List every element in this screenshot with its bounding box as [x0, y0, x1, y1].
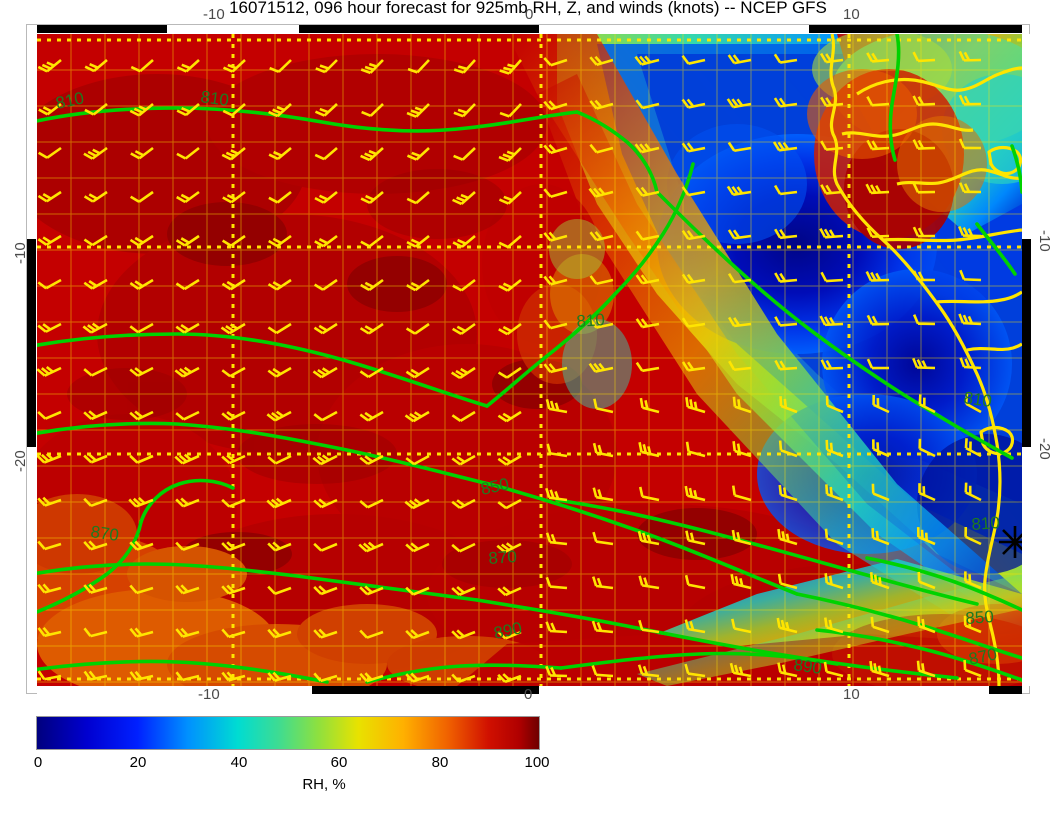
contour-label: 810	[199, 87, 230, 110]
map-gridlines	[37, 34, 1022, 686]
x-tick-label-bottom: 0	[524, 686, 533, 703]
x-tick-label-bottom: -10	[198, 686, 220, 703]
colorbar-tick-label: 0	[33, 754, 43, 771]
station-marker	[999, 526, 1022, 558]
map-plot-area: 810 810 810 850 870 870 890 890 850 870 810 810	[37, 34, 1022, 686]
map-frame: 810 810 810 850 870 870 890 890 850 870 810 810	[26, 24, 1031, 694]
axis-bar-top	[167, 25, 299, 33]
y-tick-label-left: -20	[12, 450, 29, 472]
axis-bar-left	[27, 34, 36, 239]
axis-bar-top	[539, 25, 809, 33]
colorbar: 0 20 40 60 80 100 RH, %	[34, 716, 550, 793]
x-tick-label-top: -10	[203, 6, 225, 23]
page-title: 16071512, 096 hour forecast for 925mb RH…	[229, 0, 827, 17]
axis-bar-bottom	[312, 686, 539, 694]
height-contour-layer	[37, 34, 1022, 684]
colorbar-gradient	[36, 716, 540, 750]
contour-label: 810	[962, 388, 993, 411]
axis-bar-top	[809, 25, 1022, 33]
colorbar-tick-label: 40	[230, 754, 248, 771]
y-tick-label-right: -20	[1036, 438, 1053, 460]
axis-bar-right	[1022, 239, 1031, 447]
axis-bar-right	[1022, 447, 1031, 686]
colorbar-title: RH, %	[302, 776, 346, 793]
y-tick-label-right: -10	[1036, 230, 1053, 252]
contour-label: 810	[576, 310, 606, 331]
axis-bar-left	[27, 447, 36, 686]
axis-bar-top	[299, 25, 539, 33]
x-tick-label-bottom: 10	[843, 686, 860, 703]
axis-bar-bottom	[989, 686, 1022, 694]
axis-bar-bottom	[37, 686, 312, 694]
colorbar-tick-label: 100	[524, 754, 550, 771]
contour-label: 850	[965, 607, 995, 628]
colorbar-tick-label: 80	[431, 754, 449, 771]
rh-shading-layer	[37, 34, 1022, 686]
colorbar-tick-label: 60	[330, 754, 348, 771]
axis-bar-bottom	[539, 686, 989, 694]
contour-label: 870	[488, 547, 518, 568]
reference-gridlines	[37, 34, 1022, 686]
x-tick-label-top: 10	[843, 6, 860, 23]
colorbar-tick-label: 20	[129, 754, 147, 771]
axis-bar-right	[1022, 34, 1031, 239]
axis-bar-top	[37, 25, 167, 33]
contour-label: 870	[89, 522, 120, 545]
contour-label: 810	[971, 513, 1001, 534]
x-tick-label-top: 0	[525, 6, 534, 23]
contour-label: 890	[792, 655, 823, 678]
y-tick-label-left: -10	[12, 242, 29, 264]
axis-bar-left	[27, 239, 36, 447]
